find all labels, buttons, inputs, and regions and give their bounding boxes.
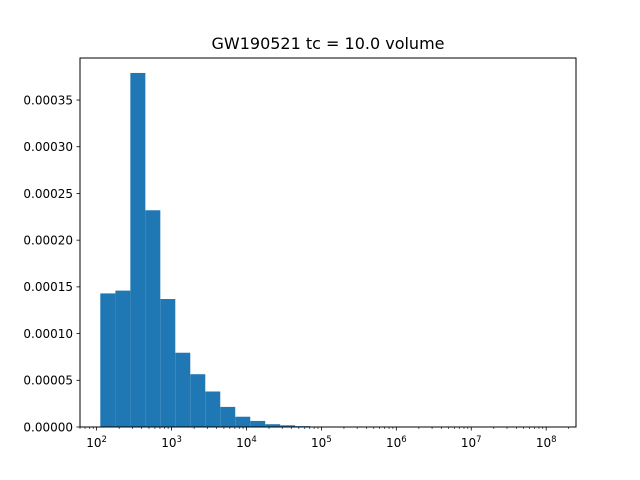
x-tick-label: 105: [311, 435, 332, 450]
y-tick-label: 0.00020: [23, 233, 73, 247]
y-tick-label: 0.00025: [23, 187, 73, 201]
x-tick-label: 107: [461, 435, 482, 450]
histogram-bar: [220, 406, 236, 427]
histogram-bar: [175, 352, 191, 427]
chart-title: GW190521 tc = 10.0 volume: [211, 34, 444, 53]
x-tick-label: 103: [161, 435, 182, 450]
histogram-bar: [265, 424, 281, 427]
x-tick-label: 102: [86, 435, 107, 450]
histogram-bar: [100, 293, 116, 427]
histogram-bar: [145, 210, 161, 427]
y-axis: 0.00000 0.00005 0.00010 0.00015 0.00020 0.000…: [23, 93, 80, 434]
bars-layer: [100, 72, 371, 427]
histogram-bar: [130, 72, 146, 427]
x-tick-label: 108: [536, 435, 557, 450]
x-tick-label: 106: [386, 435, 407, 450]
histogram-bar: [205, 391, 221, 427]
y-tick-label: 0.00010: [23, 327, 73, 341]
histogram-bar: [190, 374, 206, 427]
y-tick-label: 0.00000: [23, 420, 73, 434]
histogram-bar: [280, 425, 296, 427]
y-tick-label: 0.00035: [23, 93, 73, 107]
histogram-bar: [160, 299, 176, 427]
plot-frame: [79, 57, 577, 428]
y-tick-label: 0.00005: [23, 374, 73, 388]
histogram-bar: [250, 420, 266, 427]
y-tick-label: 0.00030: [23, 140, 73, 154]
x-tick-label: 104: [236, 435, 257, 450]
histogram-bar: [115, 290, 131, 427]
x-axis: 102 103 104 105 106 107 108: [79, 427, 570, 450]
y-tick-label: 0.00015: [23, 280, 73, 294]
histogram-bar: [235, 416, 251, 427]
